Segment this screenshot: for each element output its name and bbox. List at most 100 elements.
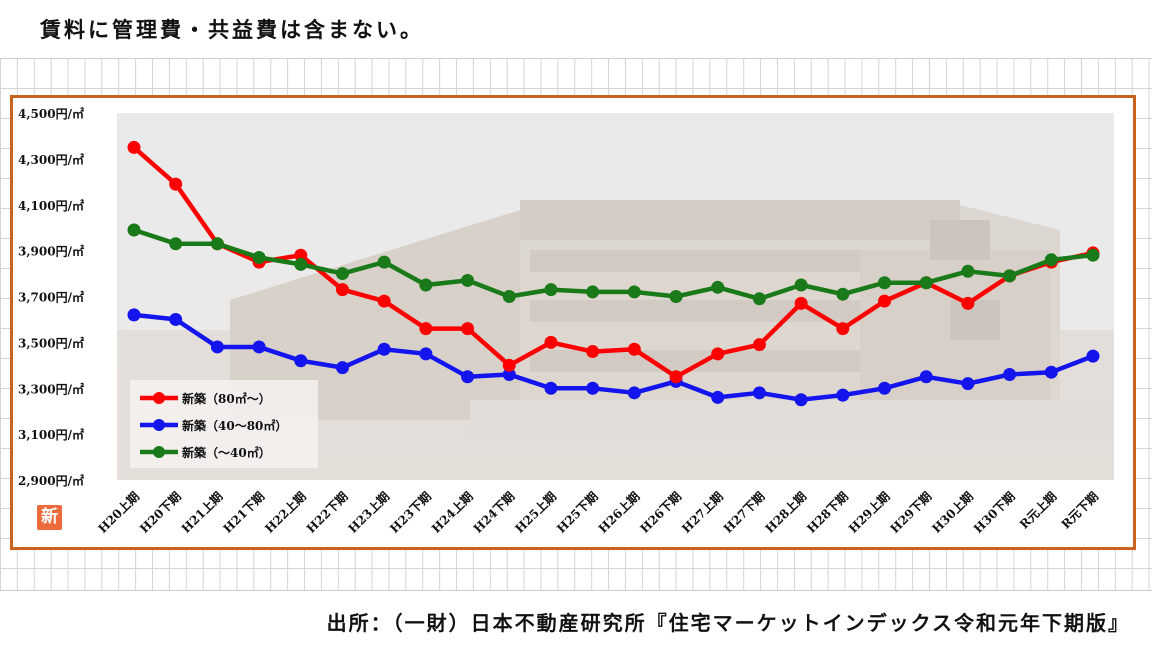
y-axis: 2,900円/㎡ 3,100円/㎡ 3,300円/㎡ 3,500円/㎡ 3,700円/㎡… (18, 106, 84, 488)
data-point (252, 340, 266, 354)
data-source: 出所：（一財）日本不動産研究所『住宅マーケットインデックス令和元年下期版』 (326, 611, 1130, 635)
data-point (1044, 253, 1058, 267)
data-point (752, 386, 766, 400)
series-line (131, 312, 1096, 402)
data-point (210, 340, 224, 354)
legend-swatch-dot (153, 392, 165, 404)
series-line (131, 227, 1096, 302)
data-point (461, 322, 475, 336)
x-tick-label: H28上期 (762, 489, 809, 536)
data-point (294, 257, 308, 271)
x-tick-label: H20下期 (136, 489, 183, 536)
data-point (210, 237, 224, 251)
footer-band: 出所：（一財）日本不動産研究所『住宅マーケットインデックス令和元年下期版』 (0, 590, 1152, 649)
data-point (544, 283, 558, 297)
data-point (586, 381, 600, 395)
data-point (711, 347, 725, 361)
y-tick-label: 3,100円/㎡ (18, 427, 84, 442)
y-tick-label: 3,700円/㎡ (18, 290, 84, 305)
x-tick-label: H27下期 (720, 489, 767, 536)
data-point (169, 312, 183, 326)
data-point (377, 294, 391, 308)
data-point (335, 361, 349, 375)
y-tick-label: 4,500円/㎡ (18, 106, 84, 121)
data-point (1086, 349, 1100, 363)
data-point (878, 381, 892, 395)
x-tick-label: H24下期 (470, 489, 517, 536)
y-tick-label: 3,900円/㎡ (18, 244, 84, 259)
data-point (627, 342, 641, 356)
data-point (627, 285, 641, 299)
data-point (544, 381, 558, 395)
x-tick-label: H20上期 (95, 489, 142, 536)
data-point (461, 273, 475, 287)
data-point (419, 278, 433, 292)
x-tick-label: H21下期 (220, 489, 267, 536)
data-point (794, 278, 808, 292)
x-tick-label: H21上期 (178, 489, 225, 536)
data-point (1003, 269, 1017, 283)
y-tick-label: 3,300円/㎡ (18, 381, 84, 396)
legend-label: 新築（～40㎡） (182, 445, 271, 460)
y-tick-label: 4,100円/㎡ (18, 198, 84, 213)
data-point (836, 388, 850, 402)
data-point (586, 345, 600, 359)
data-point (836, 322, 850, 336)
x-tick-label: H23上期 (345, 489, 392, 536)
data-point (169, 177, 183, 191)
data-point (627, 386, 641, 400)
x-tick-label: H30上期 (929, 489, 976, 536)
data-point (419, 347, 433, 361)
y-tick-label: 4,300円/㎡ (18, 152, 84, 167)
legend-swatch-dot (153, 419, 165, 431)
series-line (131, 145, 1096, 380)
data-point (252, 251, 266, 265)
x-tick-label: H30下期 (970, 489, 1017, 536)
data-point (711, 280, 725, 294)
y-tick-label: 2,900円/㎡ (18, 473, 84, 488)
data-point (127, 140, 141, 154)
x-tick-label: R元下期 (1058, 489, 1101, 532)
data-point (878, 276, 892, 290)
data-point (502, 367, 516, 381)
data-point (961, 264, 975, 278)
data-point (961, 296, 975, 310)
x-tick-label: H22下期 (303, 489, 350, 536)
x-tick-label: H24上期 (428, 489, 475, 536)
data-point (878, 294, 892, 308)
data-point (335, 267, 349, 281)
x-tick-label: H28下期 (804, 489, 851, 536)
legend-label: 新築（40～80㎡） (182, 418, 287, 433)
data-point (1044, 365, 1058, 379)
x-tick-label: R元上期 (1016, 489, 1059, 532)
data-point (919, 370, 933, 384)
data-point (711, 390, 725, 404)
x-tick-label: H25上期 (512, 489, 559, 536)
data-point (752, 292, 766, 306)
data-point (836, 287, 850, 301)
data-point (961, 377, 975, 391)
data-point (127, 223, 141, 237)
chart-legend: 新築（80㎡～） 新築（40～80㎡） 新築（～40㎡） (130, 380, 318, 468)
x-tick-label: H29上期 (845, 489, 892, 536)
x-tick-label: H29下期 (887, 489, 934, 536)
data-point (794, 296, 808, 310)
data-point (377, 255, 391, 269)
data-point (169, 237, 183, 251)
x-tick-label: H23下期 (387, 489, 434, 536)
x-axis: H20上期H20下期H21上期H21下期H22上期H22下期H23上期H23下期… (95, 489, 1101, 536)
data-point (919, 276, 933, 290)
new-badge-icon: 新 (37, 505, 62, 530)
data-point (127, 308, 141, 322)
legend-label: 新築（80㎡～） (182, 391, 271, 406)
legend-swatch-dot (153, 446, 165, 458)
data-point (544, 335, 558, 349)
data-point (294, 248, 308, 262)
data-point (502, 290, 516, 303)
rent-note: 賃料に管理費・共益費は含まない。 (40, 17, 424, 42)
x-tick-label: H26上期 (595, 489, 642, 536)
x-tick-label: H27上期 (678, 489, 725, 536)
series-lines (127, 140, 1100, 407)
header-band: 賃料に管理費・共益費は含まない。 (0, 0, 1152, 59)
